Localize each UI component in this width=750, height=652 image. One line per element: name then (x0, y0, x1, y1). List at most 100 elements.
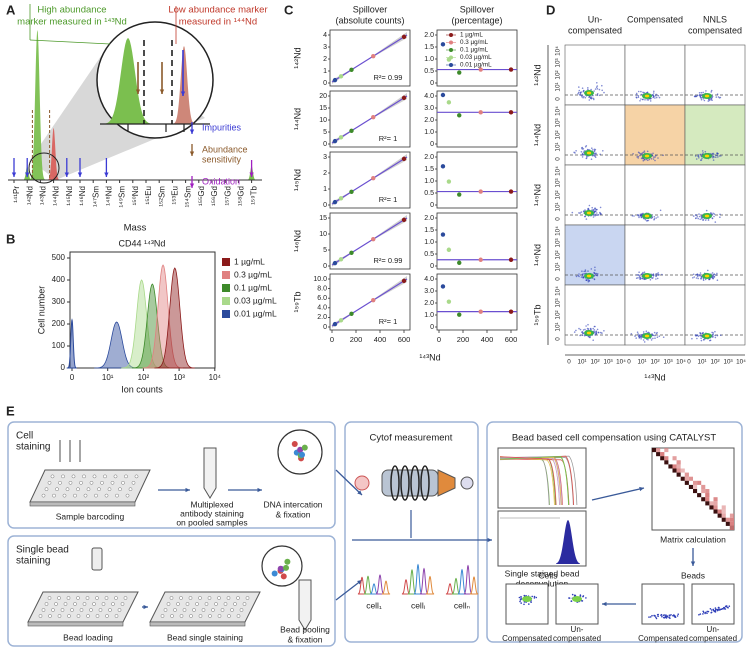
mass-label: ¹⁴²Nd (25, 186, 34, 205)
row-label: ¹⁴⁵Nd (292, 169, 302, 191)
plot-frame (329, 90, 411, 148)
density-dot (657, 216, 659, 218)
mini-plot (505, 583, 549, 625)
density-dot (696, 334, 698, 337)
density-dot (641, 98, 644, 101)
y-tick-label: 10⁴ (555, 286, 562, 296)
density-dot (641, 93, 643, 96)
coil (410, 465, 420, 501)
mass-label: ¹⁴⁵Nd (65, 186, 74, 206)
point (440, 284, 446, 289)
point (478, 189, 483, 194)
arrow-head (104, 172, 109, 177)
panel-letter: D (546, 2, 555, 17)
r2-label: R²= 1 (379, 134, 398, 143)
density-dot (635, 337, 637, 339)
density-dot (651, 277, 653, 280)
step-label: Bead single staining (167, 632, 243, 642)
y-tick-label: 15 (319, 105, 327, 112)
peak-high (28, 30, 47, 180)
matrix-cell (668, 464, 673, 469)
density-dot (582, 273, 584, 275)
well (110, 480, 115, 485)
density-dot (591, 147, 593, 149)
density-dot (642, 331, 645, 333)
point (338, 74, 344, 79)
density-dot (711, 213, 713, 216)
density-dot (592, 327, 594, 330)
well (61, 474, 65, 479)
arrow-head (185, 487, 190, 493)
well (189, 614, 193, 618)
density-core (644, 214, 650, 218)
mass-label: ¹⁵⁹Tb (250, 185, 259, 204)
density-dot (581, 96, 583, 98)
deconv-curve (499, 456, 562, 506)
mini-dot (707, 610, 710, 613)
density-dot (581, 87, 584, 89)
mass-label: ¹⁴⁸Nd (105, 186, 114, 206)
y-tick-label: 20 (319, 93, 327, 100)
density-dot (655, 95, 657, 97)
density-dot (594, 88, 597, 90)
density-dot (701, 150, 704, 152)
point (349, 250, 354, 255)
x-tick-label: 10² (138, 373, 150, 382)
matrix-cell (664, 460, 669, 465)
density-dot (700, 96, 702, 99)
density-dot (577, 91, 580, 94)
x-tick-label: 10³ (663, 359, 672, 366)
mini-dot (530, 601, 532, 603)
r2-label: R²= 1 (379, 195, 398, 204)
mini-dot (664, 615, 667, 618)
density-dot (700, 98, 703, 101)
mass-label: ¹⁵⁸Gd (237, 186, 246, 206)
density-dot (586, 157, 588, 159)
density-dot (633, 215, 635, 217)
well (227, 614, 231, 618)
x-tick-label: 200 (350, 335, 363, 344)
density-dot (596, 88, 599, 90)
density-dot (700, 276, 702, 278)
well (76, 487, 80, 492)
density-dot (654, 97, 656, 99)
point (338, 257, 344, 262)
density-dot (696, 273, 699, 275)
legend-text: Abundance (202, 144, 248, 154)
step-label: & fixation (288, 634, 323, 644)
mass-label: ¹⁵⁴Sm (184, 186, 193, 208)
row-label: ¹⁴⁴Nd (292, 108, 302, 130)
arrow-head (357, 490, 362, 495)
arrow-head (11, 172, 17, 177)
y-tick-label: 0.5 (424, 68, 434, 75)
box-title: Single bead (16, 545, 69, 556)
well (63, 602, 68, 606)
point (508, 309, 514, 314)
density-dot (575, 329, 577, 332)
well (113, 474, 118, 479)
density-dot (578, 212, 580, 214)
plot-frame (329, 212, 411, 270)
matrix-cell (705, 497, 710, 502)
density-dot (588, 99, 591, 101)
density-dot (596, 328, 599, 331)
well (41, 493, 46, 498)
legend-swatch (222, 310, 230, 318)
x-tick-label: 10¹ (102, 373, 114, 382)
density-dot (710, 89, 713, 92)
well (118, 487, 122, 492)
density-dot (582, 210, 585, 212)
matrix-cell (664, 448, 669, 453)
matrix-cell (701, 489, 706, 494)
matrix-cell (705, 501, 710, 506)
matrix-cell (684, 472, 689, 477)
y-tick-label: 4 (323, 32, 327, 39)
mini-dot (668, 614, 671, 617)
well (92, 602, 96, 606)
well (185, 602, 190, 606)
point (349, 67, 354, 72)
point (457, 113, 462, 118)
density-dot (716, 154, 718, 157)
density-dot (720, 334, 722, 337)
density-dot (705, 209, 708, 212)
